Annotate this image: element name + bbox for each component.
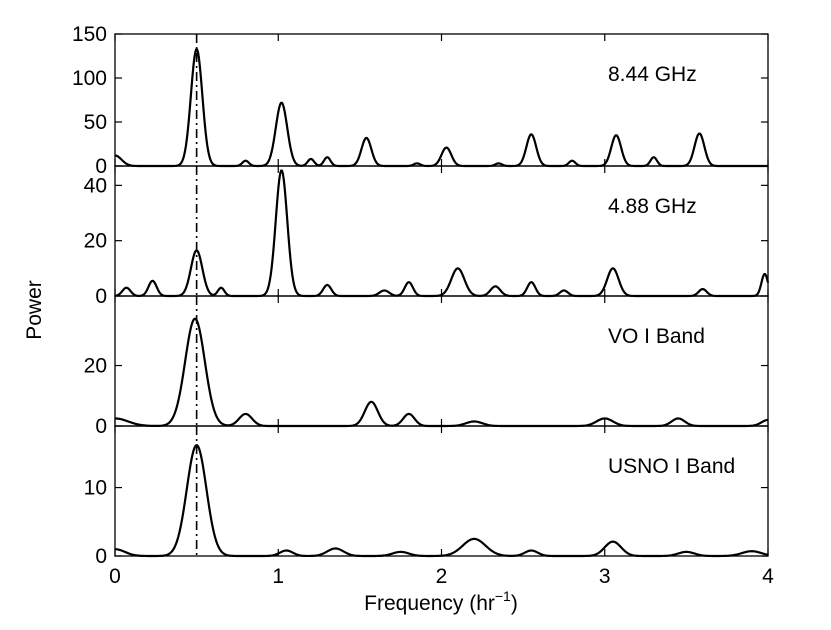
panel-frame (114, 165, 769, 297)
panel-label: 4.88 GHz (608, 195, 697, 218)
x-axis-title-main: Frequency (hr (364, 592, 495, 615)
y-tick-label: 20 (84, 355, 107, 378)
x-tick-label: 2 (436, 565, 448, 588)
panel-frame (114, 33, 769, 167)
panel-2: 0 20 40 4.88 GHz (84, 165, 770, 308)
y-tick-label: 0 (95, 545, 107, 568)
power-curve (114, 169, 770, 298)
y-tick-label: 0 (95, 155, 107, 178)
x-tick-label: 1 (272, 565, 284, 588)
panel-frame (114, 425, 769, 557)
x-tick-label: 0 (109, 565, 121, 588)
panel-label: USNO I Band (608, 455, 735, 478)
y-tick-label: 10 (84, 477, 107, 500)
x-tick-label: 4 (762, 565, 774, 588)
x-tick-labels: 0 1 2 3 4 (109, 565, 774, 588)
y-tick-label: 100 (72, 67, 107, 90)
y-axis-title: Power (23, 280, 46, 340)
y-tick-label: 0 (95, 285, 107, 308)
x-axis-title: Frequency (hr−1) (364, 588, 518, 615)
y-tick-label: 40 (84, 174, 107, 197)
power-curve (114, 444, 769, 558)
y-tick-label: 50 (84, 111, 107, 134)
y-tick-label: 0 (95, 415, 107, 438)
panel-label: 8.44 GHz (608, 63, 697, 86)
panel-1: 0 50 100 150 8.44 GHz (72, 23, 769, 178)
y-tick-label: 150 (72, 23, 107, 46)
y-tick-label: 20 (84, 230, 107, 253)
panel-4: 0 10 USNO I Band (84, 425, 769, 568)
x-tick-label: 3 (599, 565, 611, 588)
x-axis-title-close: ) (511, 592, 518, 615)
panel-label: VO I Band (608, 325, 705, 348)
panel-3: 0 20 VO I Band (84, 295, 769, 438)
x-axis-title-superscript: −1 (495, 588, 511, 604)
